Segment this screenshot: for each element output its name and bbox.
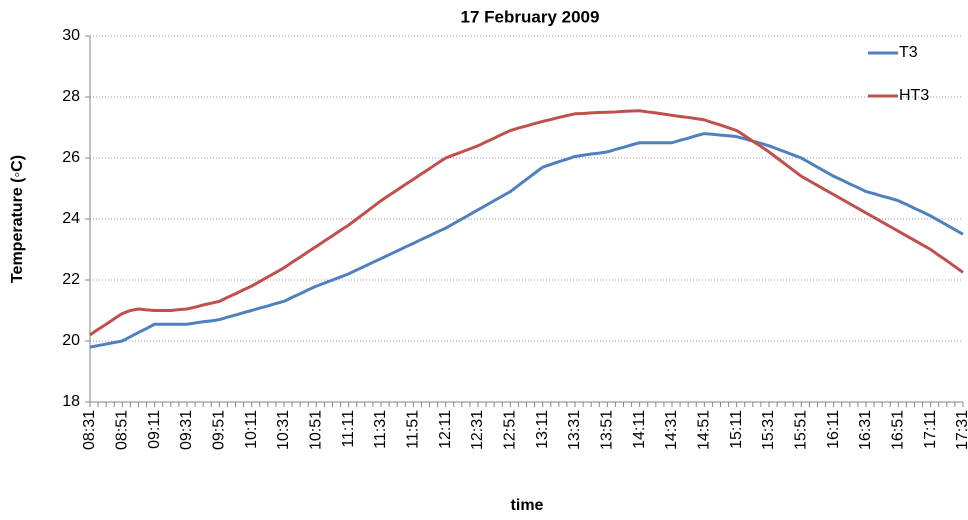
y-tick-label: 20 [62,332,80,349]
x-tick-label: 09:11 [146,410,163,449]
x-tick-label: 14:51 [696,410,713,450]
x-tick-label: 08:31 [81,410,98,450]
x-tick-label: 16:31 [857,410,874,450]
y-axis-label: Temperature (◦C) [9,155,26,283]
x-tick-label: 12:11 [437,410,454,449]
chart-title: 17 February 2009 [461,7,600,26]
x-tick-label: 13:11 [534,410,551,449]
x-tick-label: 11:51 [405,410,422,449]
y-tick-label: 28 [62,88,80,105]
x-tick-label: 16:11 [825,410,842,449]
x-tick-label: 17:11 [922,410,939,449]
y-tick-label: 18 [62,393,80,410]
x-tick-label: 10:51 [308,410,325,450]
x-tick-label: 11:31 [372,410,389,449]
y-tick-label: 26 [62,149,80,166]
y-tick-label: 24 [62,210,80,227]
y-tick-label: 30 [62,27,80,44]
x-tick-label: 08:51 [114,410,131,450]
x-tick-label: 12:31 [469,410,486,450]
legend-label: HT3 [899,87,929,104]
x-tick-label: 15:31 [760,410,777,450]
x-tick-label: 10:11 [243,410,260,449]
x-tick-label: 11:11 [340,410,357,448]
x-tick-label: 13:31 [566,410,583,450]
series-line [89,109,964,337]
x-tick-label: 15:51 [793,410,810,450]
y-tick-label: 22 [62,271,80,288]
x-axis-label: time [511,497,544,514]
x-tick-label: 09:31 [178,410,195,450]
x-tick-label: 12:51 [502,410,519,450]
x-tick-label: 09:51 [211,410,228,450]
legend-label: T3 [899,44,918,61]
x-tick-label: 10:31 [275,410,292,450]
x-tick-label: 14:31 [663,410,680,450]
x-tick-label: 15:11 [728,410,745,449]
x-tick-label: 14:11 [631,410,648,449]
series-line [89,132,964,349]
x-tick-label: 13:51 [599,410,616,450]
x-tick-label: 17:31 [954,410,968,450]
x-tick-label: 16:51 [890,410,907,450]
